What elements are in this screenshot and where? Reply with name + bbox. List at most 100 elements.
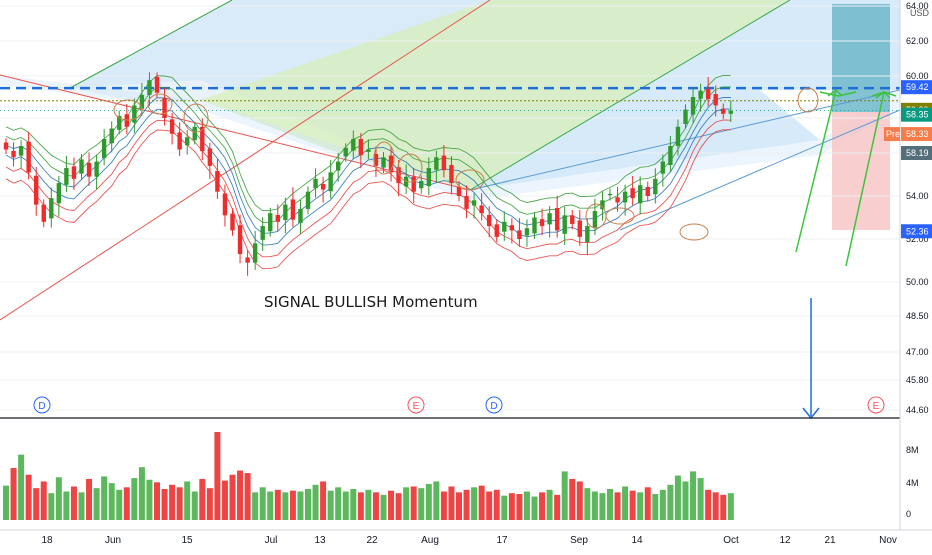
- x-tick-label: 21: [824, 535, 836, 546]
- candle-body: [343, 147, 348, 157]
- volume-bar: [720, 494, 727, 520]
- volume-bar: [297, 491, 304, 520]
- pitchfork-median: [469, 89, 901, 191]
- candle-body: [487, 214, 492, 227]
- volume-bar: [690, 471, 697, 520]
- candle-body: [622, 191, 628, 203]
- volume-tick-label: 4M: [906, 478, 919, 488]
- candle-body: [351, 139, 356, 151]
- candle-body: [456, 186, 462, 196]
- event-marker-label: E: [873, 401, 880, 412]
- x-tick-label: 22: [366, 535, 378, 546]
- highlight-ellipse: [113, 99, 143, 121]
- candle-body: [494, 224, 499, 237]
- volume-bar: [622, 486, 629, 520]
- volume-bar: [357, 492, 364, 520]
- x-tick-label: 12: [779, 535, 791, 546]
- volume-bar: [561, 471, 568, 520]
- candle-body: [245, 257, 250, 263]
- candle-body: [607, 193, 613, 196]
- x-tick-label: 15: [181, 535, 193, 546]
- volume-bar: [146, 479, 153, 520]
- volume-bar: [289, 490, 296, 520]
- highlight-ellipse: [147, 93, 173, 115]
- volume-bar: [206, 488, 213, 520]
- volume-bar: [116, 489, 123, 520]
- signal-annotation: SIGNAL BULLISH Momentum: [264, 293, 478, 311]
- volume-bar: [335, 487, 342, 520]
- volume-bar: [63, 491, 70, 520]
- volume-bar: [478, 485, 485, 520]
- volume-bar: [403, 487, 410, 520]
- volume-bar: [372, 492, 379, 520]
- volume-bar: [55, 477, 62, 520]
- volume-bars: [3, 432, 734, 520]
- volume-bar: [395, 493, 402, 520]
- volume-bar: [70, 486, 77, 520]
- price-label: 58.35: [906, 110, 929, 120]
- volume-bar: [305, 488, 311, 520]
- highlight-ellipse: [373, 141, 395, 175]
- candle-body: [562, 215, 567, 234]
- candle-body: [373, 153, 379, 166]
- x-tick-label: Oct: [723, 535, 739, 546]
- candle-body: [396, 167, 401, 184]
- candle-body: [645, 186, 650, 196]
- highlight-ellipse: [397, 153, 423, 183]
- candle-body: [147, 80, 152, 95]
- drawing-lines: [0, 0, 901, 321]
- envelope-band-line: [5, 129, 731, 270]
- volume-bar: [221, 480, 228, 520]
- highlight-ellipse: [679, 223, 709, 241]
- candle-body: [713, 94, 718, 106]
- volume-bar: [531, 496, 538, 520]
- event-marker-label: E: [413, 401, 420, 412]
- volume-bar: [312, 484, 319, 520]
- volume-bar: [501, 495, 508, 520]
- candle-body: [252, 243, 258, 263]
- volume-bar: [659, 489, 666, 520]
- price-label-bg: [901, 146, 932, 161]
- volume-bar: [10, 468, 17, 520]
- candle-body: [683, 109, 688, 124]
- volume-bar: [327, 490, 334, 520]
- volume-bar: [599, 493, 606, 520]
- candle-body: [237, 225, 243, 255]
- volume-bar: [591, 491, 598, 520]
- event-marker: [867, 396, 885, 414]
- candle-body: [192, 126, 197, 141]
- candle-body: [117, 115, 122, 130]
- candle-body: [169, 119, 175, 134]
- volume-bar: [644, 487, 651, 520]
- volume-bar: [123, 487, 130, 520]
- volume-tick-label: 0: [906, 509, 911, 519]
- volume-bar: [456, 492, 462, 520]
- trendline-green: [69, 0, 233, 89]
- price-label-prefix: Pre: [886, 129, 900, 139]
- candle-body: [539, 219, 545, 227]
- y-tick-label: 45.80: [906, 375, 929, 385]
- highlight-ellipse: [605, 207, 635, 225]
- candle-body: [79, 159, 84, 174]
- candle-body: [698, 90, 703, 99]
- candle-body: [502, 221, 507, 232]
- candle-body: [653, 178, 658, 195]
- volume-bar: [40, 481, 47, 520]
- volume-bar: [433, 481, 440, 520]
- support-line: [619, 109, 901, 231]
- volume-bar: [471, 487, 478, 520]
- trendline-green-2: [469, 0, 791, 191]
- x-tick-label: Jul: [265, 535, 278, 546]
- price-label-bg: [901, 127, 932, 142]
- volume-bar: [705, 489, 712, 520]
- candle-body: [336, 161, 341, 171]
- volume-bar: [365, 489, 372, 520]
- candle-body: [64, 168, 69, 185]
- candle-body: [554, 208, 560, 231]
- volume-bar: [388, 490, 395, 520]
- highlight-ellipse: [183, 103, 209, 133]
- candle-body: [124, 114, 129, 127]
- candle-body: [49, 198, 54, 219]
